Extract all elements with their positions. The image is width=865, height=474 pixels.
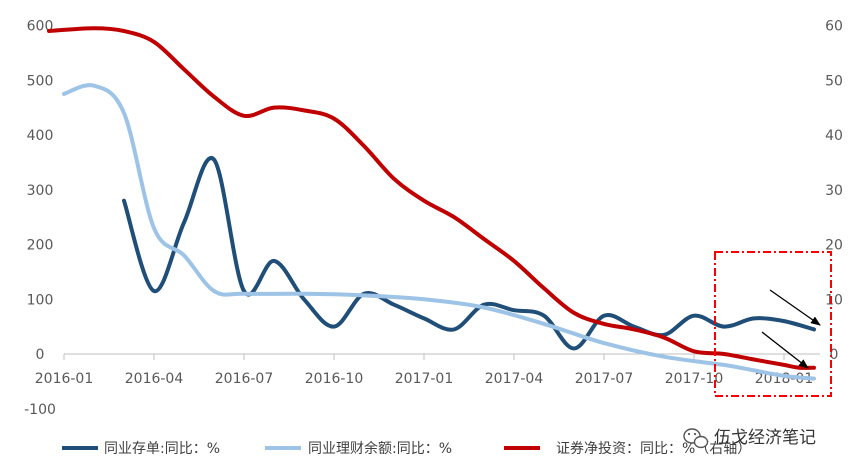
arrow-annotation-2 [761, 331, 809, 369]
x-tick-label: 2016-04 [125, 371, 184, 387]
x-tick-label: 2016-10 [305, 371, 364, 387]
series-tongye-licai-line [62, 83, 816, 381]
x-tick-label: 2017-01 [395, 371, 454, 387]
right-y-tick-label: 60 [825, 19, 843, 35]
wechat-icon [683, 428, 709, 449]
annotations [714, 251, 832, 397]
right-y-tick-label: 50 [825, 73, 843, 89]
x-tick-label: 2017-10 [665, 371, 724, 387]
right-y-tick-label: 0 [830, 347, 839, 363]
legend-label-series-tongye-cundan: 同业存单:同比：% [104, 441, 220, 457]
right-y-tick-label: 30 [825, 183, 843, 199]
arrow-annotation-1 [769, 289, 821, 326]
left-y-tick-label: 500 [27, 73, 54, 89]
left-y-tick-label: 600 [27, 19, 54, 35]
x-tick-label: 2016-01 [35, 371, 94, 387]
series-tongye-cundan-line [122, 156, 816, 351]
right-y-axis-ticks: 010203040506070 [825, 19, 843, 364]
left-y-tick-label: -100 [24, 402, 56, 418]
x-tick-label: 2017-04 [485, 371, 544, 387]
watermark-text: 伍戈经济笔记 [714, 428, 816, 448]
right-y-tick-label: 20 [825, 238, 843, 254]
x-axis: 2016-01 2016-04 2016-07 2016-10 2017-01 2017-… [35, 353, 820, 387]
right-y-tick-label: 40 [825, 128, 843, 144]
left-y-axis-ticks: -100 0 100 200 300 400 500 600 [24, 19, 56, 418]
highlight-box [714, 251, 832, 397]
left-y-tick-label: 200 [27, 238, 54, 254]
left-y-tick-label: 300 [27, 183, 54, 199]
x-tick-label: 2017-07 [575, 371, 634, 387]
left-y-tick-label: 0 [36, 347, 45, 363]
legend: 同业存单:同比：% 同业理财余额:同比：% 证券净投资：同比：%（右轴） [62, 440, 751, 457]
left-y-tick-label: 100 [27, 292, 54, 308]
right-y-tick-label: 10 [825, 292, 843, 308]
left-y-tick-label: 400 [27, 128, 54, 144]
legend-label-series-tongye-licai: 同业理财余额:同比：% [308, 440, 452, 457]
series-layer [47, 26, 816, 381]
watermark: 伍戈经济笔记 [683, 428, 816, 449]
x-tick-label: 2016-07 [215, 371, 274, 387]
